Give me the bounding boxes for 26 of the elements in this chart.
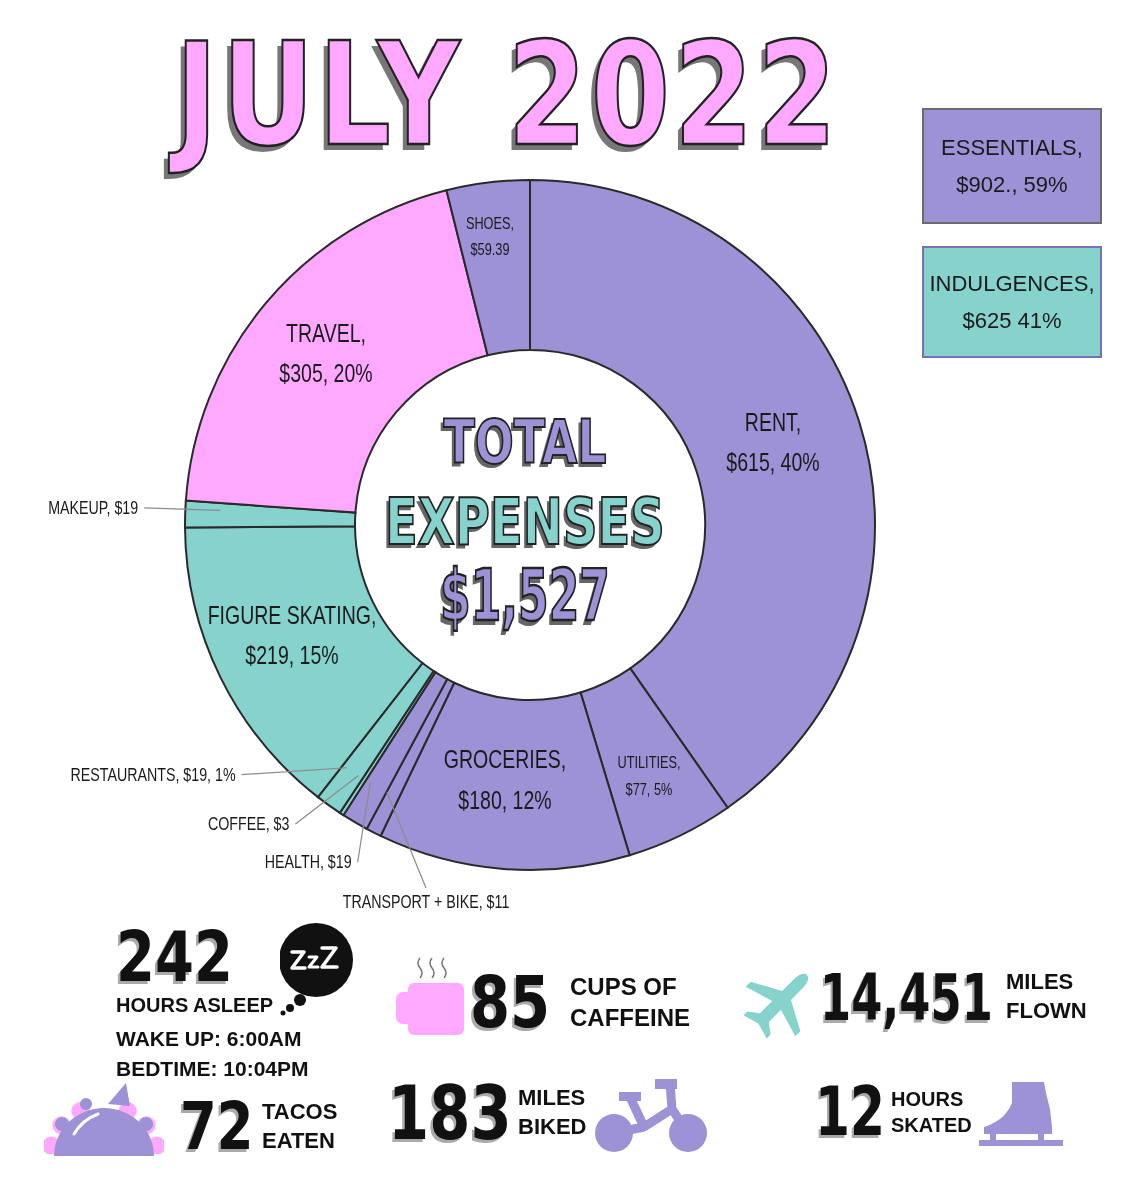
text: WAKE UP: 6:00AM xyxy=(116,1026,302,1052)
data-label: FIGURE SKATING, $219, 15% xyxy=(206,598,378,672)
data-label: UTILITIES, $77, 5% xyxy=(616,752,682,801)
data-label: RENT, $615, 40% xyxy=(725,405,821,479)
data-label: TRANSPORT + BIKE, $11 xyxy=(342,891,510,913)
text: TACOS EATEN xyxy=(262,1098,339,1155)
data-label: RESTAURANTS, $19, 1% xyxy=(70,763,236,786)
text: TOTAL xyxy=(442,406,608,478)
text: MILES BIKED xyxy=(518,1084,588,1141)
data-label: COFFEE, $3 xyxy=(207,813,290,835)
text: CUPS OF CAFFEINE xyxy=(570,972,691,1034)
text: INDULGENCES, $625 41% xyxy=(929,269,1095,335)
data-label: MAKEUP, $19 xyxy=(48,497,139,519)
data-label: GROCERIES, $180, 12% xyxy=(442,742,568,817)
text: HOURS SKATED xyxy=(891,1087,973,1138)
text: 72 xyxy=(180,1088,254,1165)
text: MILES FLOWN xyxy=(1006,968,1088,1025)
data-label: SHOES, $59.39 xyxy=(465,212,516,262)
data-label: TRAVEL, $305, 20% xyxy=(278,316,374,390)
text: 183 xyxy=(388,1070,512,1156)
data-label: HEALTH, $19 xyxy=(264,851,352,874)
text: 14,451 xyxy=(820,961,993,1035)
text: ESSENTIALS, $902., 59% xyxy=(941,133,1083,199)
text: 85 xyxy=(470,960,551,1044)
text: 12 xyxy=(815,1072,886,1151)
text: BEDTIME: 10:04PM xyxy=(116,1056,309,1082)
